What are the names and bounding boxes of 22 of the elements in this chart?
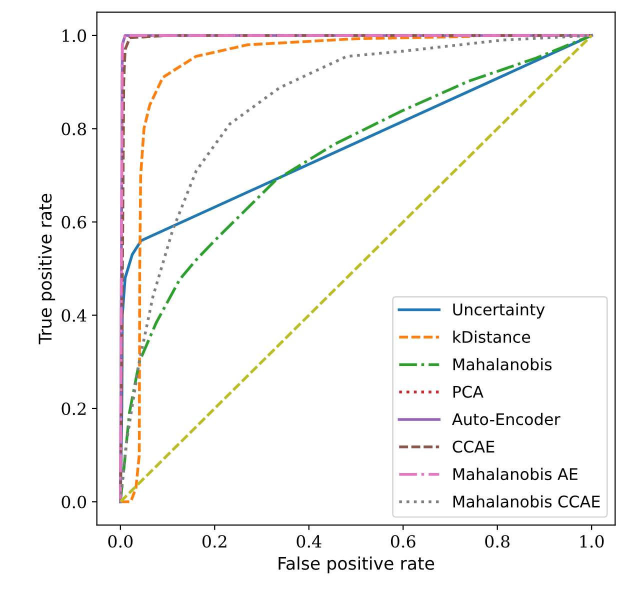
legend-label: PCA <box>453 386 484 398</box>
y-tick-label: 0.6 <box>62 216 86 229</box>
legend-label: Mahalanobis AE <box>453 468 578 480</box>
legend-label: Uncertainty <box>453 303 545 319</box>
legend-label: CCAE <box>452 440 494 453</box>
legend-label: Mahalanobis CCAE <box>453 495 600 508</box>
y-tick-label: 0.0 <box>62 496 86 508</box>
x-tick-label: 0.6 <box>390 535 416 548</box>
y-tick-label: 0.8 <box>62 122 86 136</box>
x-tick-label: 1.0 <box>580 535 604 548</box>
y-tick-label: 0.2 <box>62 402 86 416</box>
y-tick-label: 0.4 <box>62 309 86 322</box>
y-tick-label: 1.0 <box>62 29 86 42</box>
x-tick-label: 0.2 <box>202 535 226 548</box>
y-axis-title: True positive rate <box>38 194 56 344</box>
x-tick-label: 0.4 <box>296 535 322 548</box>
legend-label: Mahalanobis <box>453 358 552 370</box>
x-tick-label: 0.8 <box>485 535 510 548</box>
x-tick-label: 0.0 <box>108 535 133 548</box>
x-axis-title: False positive rate <box>278 556 434 574</box>
legend-label: Auto-Encoder <box>452 412 560 426</box>
legend-label: kDistance <box>453 330 530 343</box>
